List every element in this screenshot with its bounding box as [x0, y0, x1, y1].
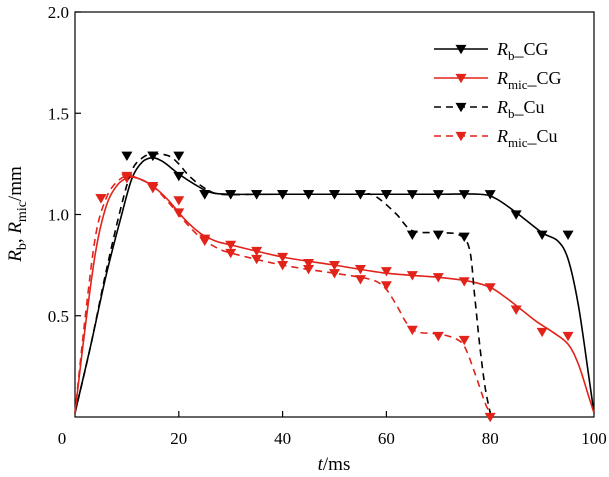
data-point-marker	[432, 331, 444, 342]
legend-label: Rb_Cu	[496, 97, 545, 121]
data-point-marker	[380, 267, 392, 277]
data-point-marker	[510, 305, 522, 315]
y-tick-label: 1.5	[48, 104, 69, 123]
y-axis-unit: /mm	[5, 166, 26, 201]
data-point-marker	[199, 190, 211, 200]
legend-item: Rb_Cu	[434, 97, 545, 121]
data-point-marker	[458, 277, 470, 287]
x-tick-label: 60	[378, 429, 395, 448]
data-point-marker	[225, 190, 237, 200]
legend-marker	[455, 44, 467, 55]
data-point-marker	[406, 325, 418, 336]
x-tick-label: 20	[170, 429, 187, 448]
x-tick-label: 0	[58, 429, 67, 448]
legend-marker	[455, 131, 467, 142]
series-r-mic-cg	[74, 173, 595, 414]
y-axis-sub-2: mic	[15, 201, 30, 222]
data-point-marker	[458, 232, 470, 242]
legend-label: Rb_CG	[496, 39, 549, 63]
data-point-marker	[406, 190, 418, 200]
data-point-marker	[354, 190, 366, 200]
data-point-marker	[484, 412, 496, 423]
y-axis-ticks: 0.5 1.0 1.5 2.0	[48, 3, 81, 326]
y-axis-label: Rb, Rmic/mm	[5, 166, 30, 263]
legend-marker	[455, 73, 467, 84]
data-point-marker	[536, 327, 548, 338]
x-tick-label: 100	[581, 429, 607, 448]
x-axis-ticks: 0 20 40 60 80 100	[58, 411, 607, 448]
series-line	[74, 152, 491, 414]
data-point-marker	[484, 190, 496, 200]
data-point-marker	[354, 275, 366, 285]
data-point-marker	[484, 283, 496, 293]
legend-item: Rmic_CG	[434, 68, 562, 92]
data-point-marker	[277, 261, 289, 271]
data-point-marker	[225, 240, 237, 251]
x-tick-label: 80	[482, 429, 499, 448]
data-point-marker	[173, 151, 185, 161]
data-point-marker	[251, 246, 263, 257]
series-layer	[74, 151, 595, 423]
data-point-marker	[277, 252, 289, 263]
data-point-marker	[199, 236, 211, 247]
data-point-marker	[406, 271, 418, 281]
data-point-marker	[380, 281, 392, 291]
legend: Rb_CG Rmic_CG Rb_Cu Rmic_Cu	[434, 39, 562, 150]
x-tick-label: 40	[274, 429, 291, 448]
data-point-marker	[147, 151, 159, 161]
data-point-marker	[303, 258, 315, 269]
data-point-marker	[562, 331, 574, 342]
data-point-marker	[432, 190, 444, 200]
data-point-marker	[329, 190, 340, 200]
data-point-marker	[173, 171, 185, 182]
data-point-marker	[121, 151, 133, 161]
data-point-marker	[303, 265, 315, 275]
y-axis-var-2: R	[5, 222, 26, 235]
data-point-marker	[329, 261, 340, 271]
y-tick-label: 2.0	[48, 3, 69, 22]
data-point-marker	[277, 190, 289, 200]
data-point-marker	[458, 335, 470, 346]
data-point-marker	[173, 196, 185, 206]
data-point-marker	[147, 184, 159, 194]
data-point-marker	[510, 210, 522, 220]
data-point-marker	[406, 230, 418, 240]
data-point-marker	[173, 208, 185, 218]
data-point-marker	[225, 248, 237, 259]
data-point-marker	[95, 194, 107, 204]
data-point-marker	[562, 230, 574, 240]
data-point-marker	[354, 265, 366, 275]
y-axis-sub-1: b	[15, 243, 30, 250]
data-point-marker	[432, 273, 444, 283]
data-point-marker	[380, 190, 392, 200]
data-point-marker	[329, 269, 340, 279]
series-r-mic-cu	[74, 171, 496, 423]
legend-label: Rmic_CG	[496, 68, 562, 92]
x-axis-label: t/ms	[318, 454, 351, 475]
y-tick-label: 0.5	[48, 307, 69, 326]
y-tick-label: 1.0	[48, 206, 69, 225]
x-axis-unit: /ms	[323, 454, 350, 475]
data-point-marker	[458, 190, 470, 200]
x-axis-var: t	[318, 454, 324, 475]
legend-item: Rb_CG	[434, 39, 549, 63]
data-point-marker	[251, 190, 263, 200]
data-point-marker	[303, 190, 315, 200]
data-point-marker	[251, 254, 263, 265]
y-axis-sep: ,	[5, 234, 26, 244]
series-r-b-cu	[74, 151, 491, 414]
legend-item: Rmic_Cu	[434, 126, 558, 150]
data-point-marker	[536, 230, 548, 240]
legend-label: Rmic_Cu	[496, 126, 558, 150]
legend-marker	[455, 102, 467, 113]
data-point-marker	[432, 230, 444, 240]
data-point-marker	[121, 171, 133, 182]
y-axis-var-1: R	[5, 250, 26, 263]
series-line	[74, 175, 491, 414]
